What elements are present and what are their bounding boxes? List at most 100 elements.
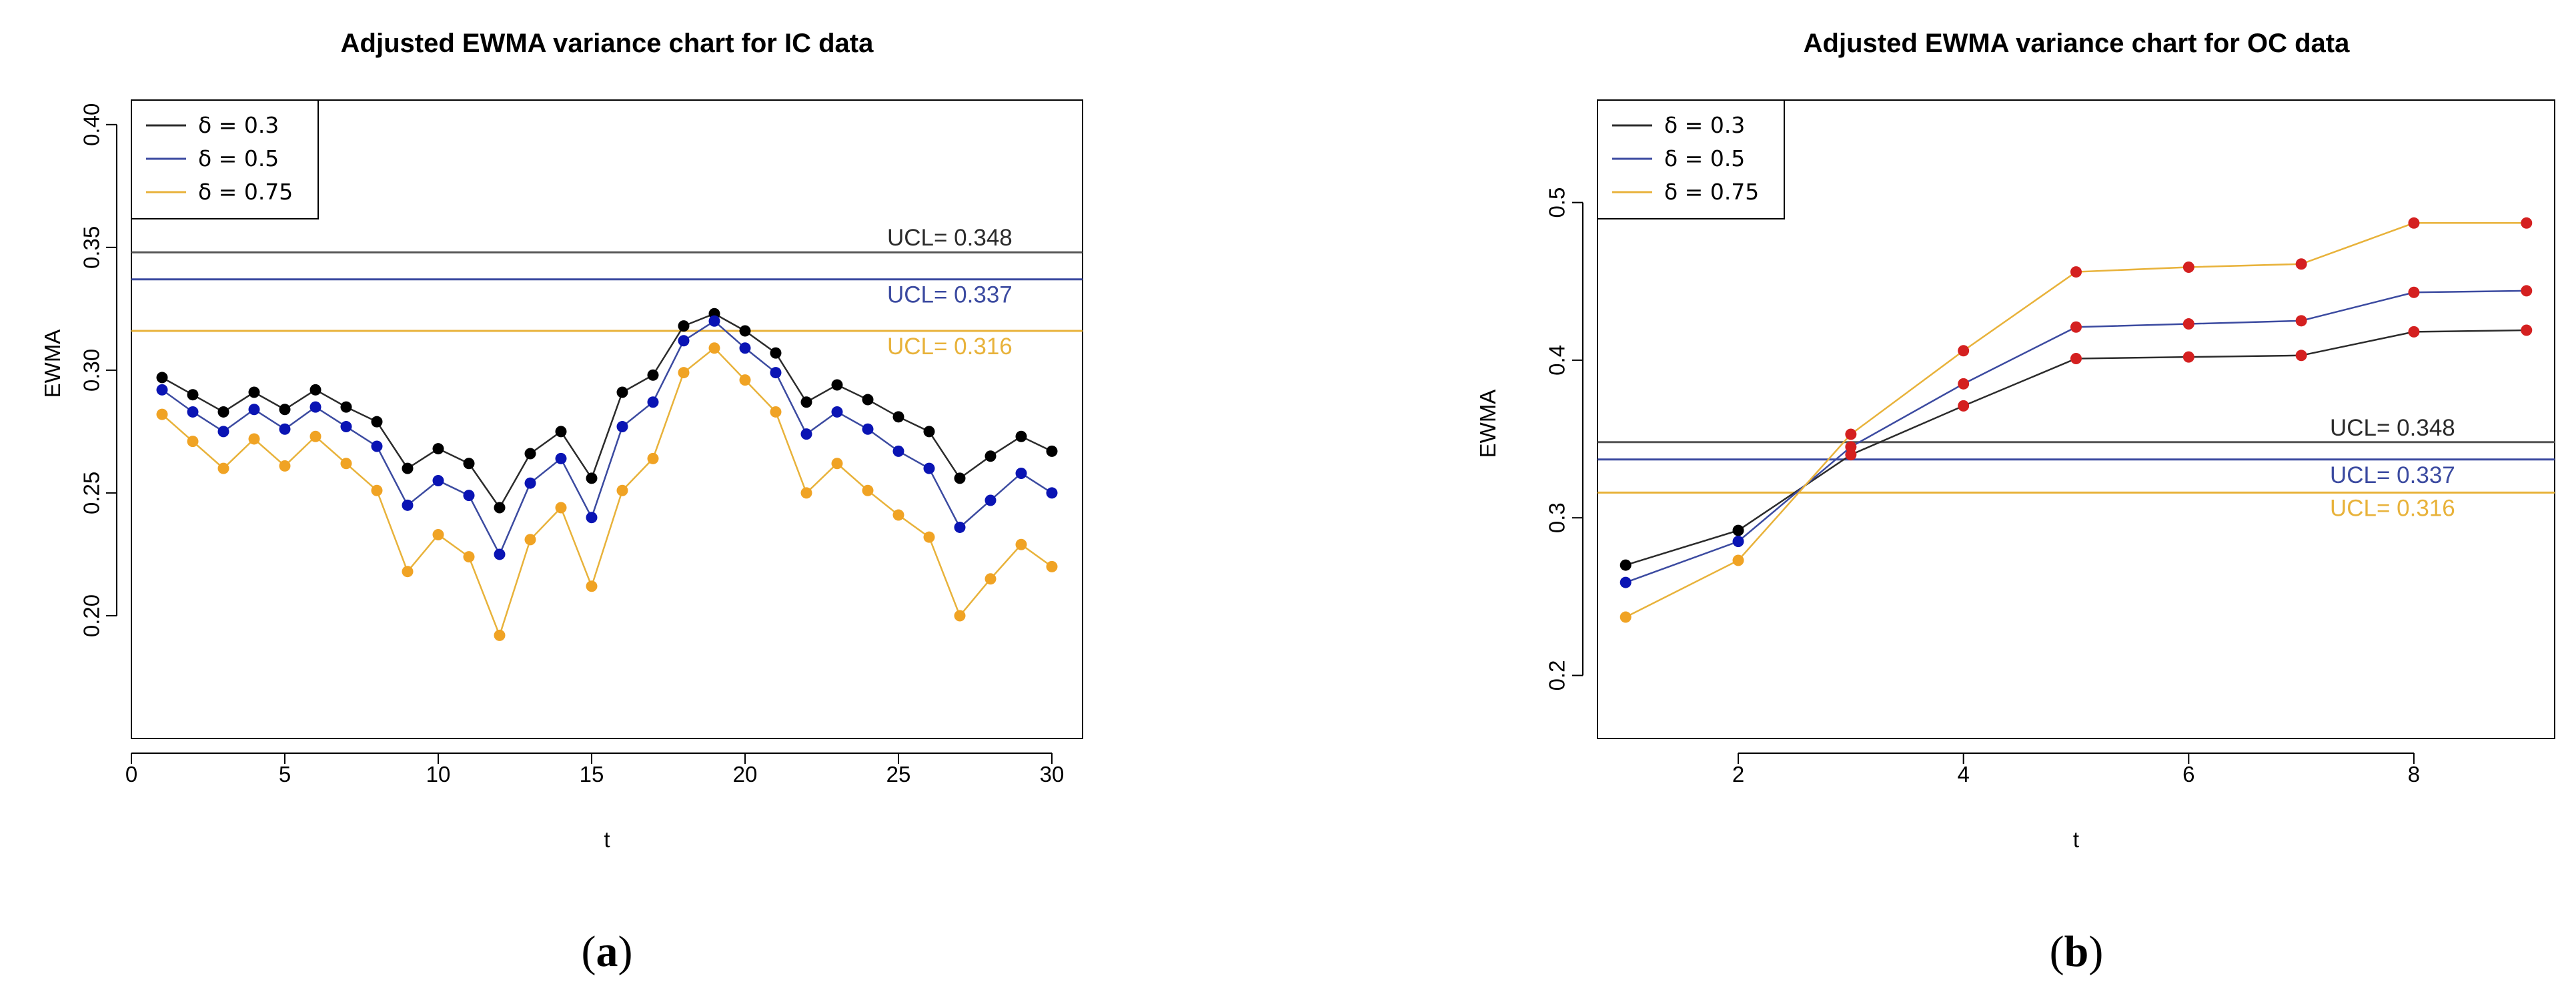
- x-tick-label: 2: [1732, 762, 1744, 787]
- data-point: [2295, 258, 2307, 270]
- ucl-label: UCL= 0.348: [887, 225, 1013, 251]
- data-point: [831, 458, 843, 470]
- data-point: [770, 367, 782, 379]
- series-group: [1620, 217, 2533, 623]
- data-point: [279, 423, 291, 435]
- data-point: [187, 436, 199, 448]
- chart-title: Adjusted EWMA variance chart for IC data: [341, 29, 874, 58]
- data-point: [494, 629, 506, 641]
- data-point: [616, 484, 628, 496]
- data-point: [371, 484, 383, 496]
- x-tick-label: 15: [580, 762, 604, 787]
- legend-label: δ = 0.75: [1664, 179, 1759, 205]
- legend-label: δ = 0.3: [1664, 112, 1745, 138]
- data-point: [2295, 350, 2307, 362]
- data-point: [954, 610, 966, 622]
- data-point: [279, 460, 291, 472]
- x-tick-label: 10: [426, 762, 451, 787]
- data-point: [739, 325, 751, 337]
- y-axis: 0.2 0.3 0.4 0.5: [1545, 187, 1583, 690]
- ucl-label: UCL= 0.348: [2330, 415, 2455, 441]
- x-tick-label: 4: [1957, 762, 1969, 787]
- data-point: [248, 404, 260, 416]
- ucl-label: UCL= 0.316: [887, 334, 1013, 360]
- data-point: [2182, 318, 2194, 330]
- series-line: [161, 347, 1053, 638]
- x-axis: 2 4 6 8: [1732, 753, 2420, 787]
- data-point: [678, 367, 690, 379]
- caption-paren-open: (: [582, 927, 596, 976]
- ucl-lines: UCL= 0.348 UCL= 0.337 UCL= 0.316: [1597, 415, 2555, 521]
- series-2: [156, 315, 1058, 560]
- data-point: [524, 534, 536, 546]
- data-point: [1845, 449, 1857, 461]
- legend-box: [131, 99, 319, 219]
- figure-caption: (a): [582, 927, 633, 976]
- legend: δ = 0.3 δ = 0.5 δ = 0.75: [1597, 99, 1785, 219]
- data-point: [862, 484, 874, 496]
- data-point: [217, 426, 229, 438]
- data-point: [708, 315, 720, 327]
- chart-ic: Adjusted EWMA variance chart for IC data…: [40, 29, 1083, 976]
- data-point: [2070, 321, 2082, 333]
- plot-frame: [1597, 99, 2555, 739]
- y-tick-label: 0.3: [1545, 502, 1569, 533]
- data-point: [647, 452, 659, 464]
- data-point: [954, 521, 966, 533]
- y-axis-label: EWMA: [1475, 390, 1500, 458]
- x-tick-label: 0: [125, 762, 137, 787]
- y-tick-label: 0.30: [79, 349, 104, 392]
- data-point: [2182, 261, 2194, 273]
- data-point: [555, 452, 567, 464]
- data-point: [739, 342, 751, 354]
- data-point: [586, 472, 598, 484]
- data-point: [555, 502, 567, 514]
- data-point: [831, 379, 843, 391]
- data-point: [892, 445, 904, 457]
- data-point: [770, 406, 782, 418]
- data-point: [432, 443, 444, 455]
- data-point: [1015, 538, 1027, 550]
- caption-paren-close: ): [618, 927, 633, 976]
- data-point: [1732, 524, 1744, 536]
- figure-caption: (b): [2050, 927, 2104, 976]
- data-point: [2408, 217, 2420, 229]
- data-point: [1845, 428, 1857, 440]
- caption-letter: b: [2064, 927, 2089, 976]
- data-point: [985, 494, 997, 506]
- data-point: [770, 347, 782, 359]
- data-point: [1845, 441, 1857, 453]
- legend: δ = 0.3 δ = 0.5 δ = 0.75: [131, 99, 319, 219]
- data-point: [892, 411, 904, 423]
- data-point: [217, 406, 229, 418]
- series-3: [1620, 217, 2533, 623]
- data-point: [2408, 326, 2420, 338]
- data-point: [616, 386, 628, 398]
- data-point: [340, 401, 352, 413]
- data-point: [156, 372, 168, 384]
- series-2: [1620, 285, 2533, 588]
- data-point: [187, 406, 199, 418]
- data-point: [1046, 560, 1058, 572]
- series-line: [1625, 329, 2527, 566]
- ucl-label: UCL= 0.337: [887, 282, 1013, 308]
- data-point: [985, 573, 997, 585]
- data-point: [2182, 351, 2194, 363]
- data-point: [402, 462, 414, 474]
- series-line: [161, 312, 1053, 510]
- legend-label: δ = 0.75: [198, 179, 293, 205]
- data-point: [371, 440, 383, 452]
- chart-oc: Adjusted EWMA variance chart for OC data…: [1475, 29, 2555, 976]
- data-point: [187, 389, 199, 401]
- data-point: [1620, 576, 1632, 588]
- x-tick-label: 25: [886, 762, 911, 787]
- y-tick-label: 0.20: [79, 594, 104, 637]
- data-point: [524, 477, 536, 489]
- y-tick-label: 0.40: [79, 103, 104, 146]
- y-axis-label: EWMA: [40, 330, 65, 398]
- data-point: [800, 396, 812, 408]
- data-point: [647, 369, 659, 381]
- data-point: [739, 374, 751, 386]
- data-point: [524, 448, 536, 460]
- data-point: [2070, 266, 2082, 278]
